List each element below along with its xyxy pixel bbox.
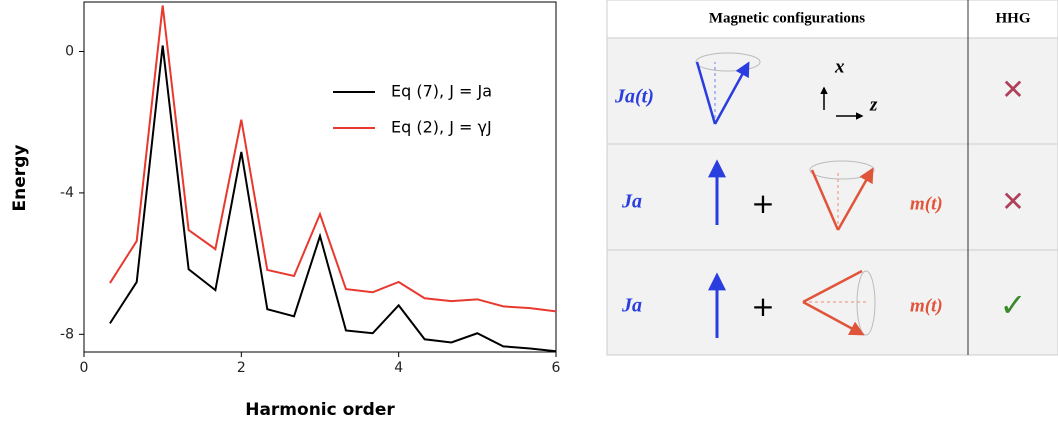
header-cell: Magnetic configurations <box>709 10 865 26</box>
axis-name: z <box>869 94 878 115</box>
row <box>606 143 1058 251</box>
cone <box>856 270 876 336</box>
axis-name: x <box>834 56 845 77</box>
cone-edge <box>810 169 840 231</box>
hhg-mark: ✓ <box>1000 286 1027 324</box>
series-line <box>109 45 557 353</box>
legend-label: Eq (2), J = γJ <box>391 118 492 137</box>
row <box>606 37 1058 145</box>
x-tick-label: 6 <box>552 360 561 376</box>
row <box>606 249 1058 356</box>
hhg-mark: ✕ <box>1001 185 1024 218</box>
y-tick-label: -8 <box>60 326 74 342</box>
plot: Energy Harmonic order 0 -4 -8 0 2 4 6 Eq (7), J… <box>10 1 561 420</box>
y-tick-label: 0 <box>65 43 74 59</box>
legend-label: Eq (7), J = Ja <box>391 82 492 101</box>
x-tick-label: 0 <box>80 360 89 376</box>
table: Magnetic configurations HHG Ja(t) x z ✕ … <box>606 0 1058 356</box>
spin-arrow <box>713 61 750 125</box>
moment-arrow <box>802 300 865 336</box>
row-label: Ja <box>621 295 642 317</box>
hhg-mark: ✕ <box>1001 73 1024 106</box>
row-label: Ja(t) <box>614 86 654 108</box>
cone <box>695 52 761 72</box>
cone-edge <box>802 269 863 304</box>
moment-arrow <box>836 167 874 231</box>
y-axis-label: Energy <box>10 145 30 212</box>
header-cell: HHG <box>995 10 1030 26</box>
moment-label: m(t) <box>910 193 943 214</box>
x-tick-label: 2 <box>237 360 246 376</box>
x-tick-label: 4 <box>394 360 403 376</box>
x-axis-label: Harmonic order <box>245 400 395 420</box>
y-tick-label: -4 <box>60 185 74 201</box>
plus: + <box>751 290 774 323</box>
series-line <box>109 5 557 313</box>
row-label: Ja <box>621 191 642 213</box>
moment-label: m(t) <box>910 295 943 316</box>
cone-edge <box>695 61 717 125</box>
cone <box>809 160 875 180</box>
plot-frame <box>83 1 557 353</box>
plus: + <box>751 187 774 220</box>
